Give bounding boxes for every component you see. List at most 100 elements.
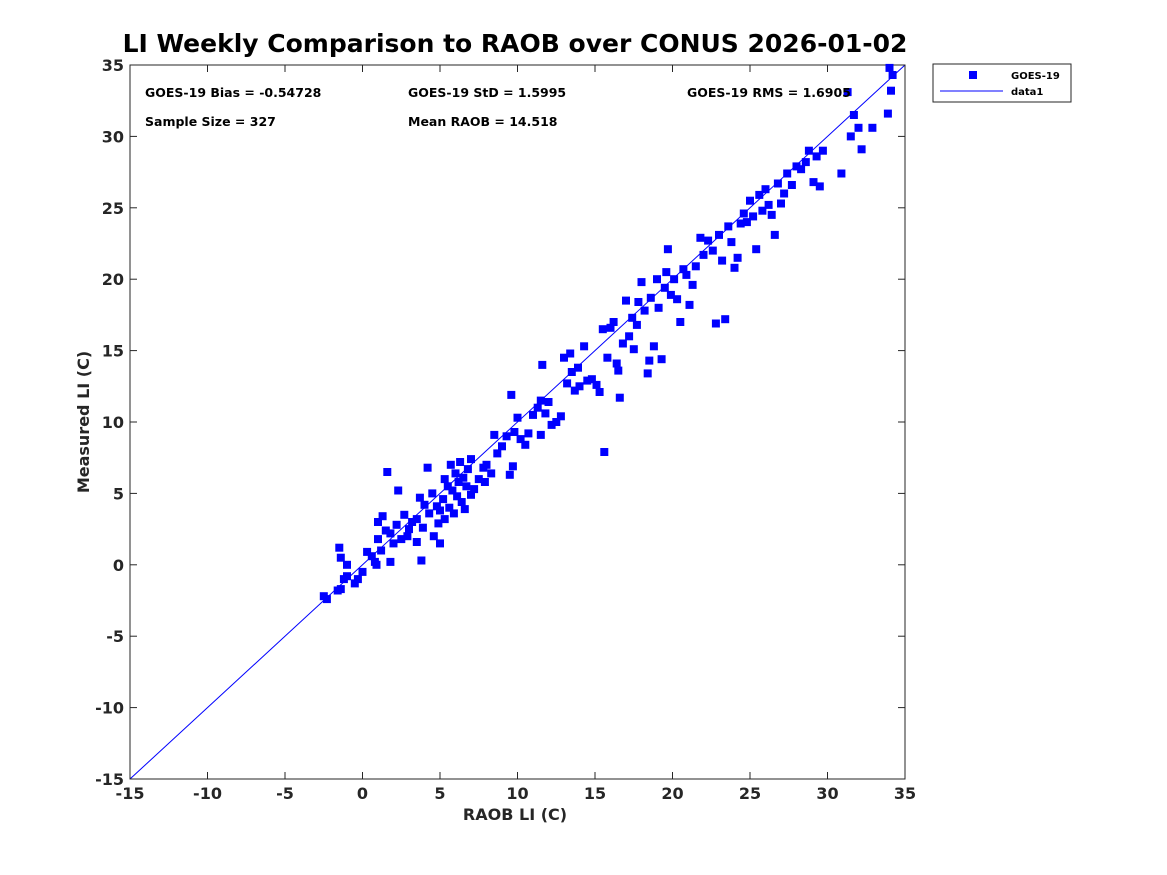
data-point — [563, 379, 572, 388]
data-point — [432, 502, 441, 511]
data-point — [809, 178, 818, 187]
data-point — [467, 490, 475, 499]
data-point — [758, 206, 767, 215]
data-point — [538, 360, 547, 369]
data-point — [367, 552, 376, 561]
data-point — [358, 567, 367, 576]
data-point — [560, 353, 568, 362]
data-point — [691, 262, 700, 271]
y-tick-label: 15 — [102, 342, 124, 361]
stat-mean-raob: Mean RAOB = 14.518 — [408, 114, 557, 129]
data-point — [614, 366, 623, 375]
data-point — [552, 418, 561, 426]
legend-marker-square — [969, 71, 977, 79]
stat-rms: GOES-19 RMS = 1.6905 — [687, 85, 851, 100]
y-tick-label: -15 — [95, 770, 124, 789]
data-point — [801, 158, 810, 167]
legend: GOES-19 data1 — [932, 63, 1072, 103]
data-point — [386, 529, 395, 538]
data-point — [417, 556, 426, 565]
data-point — [425, 509, 434, 518]
data-point — [676, 318, 685, 326]
data-point — [412, 538, 421, 546]
y-tick-label: 10 — [102, 413, 124, 432]
data-point — [736, 219, 745, 228]
data-point — [335, 543, 344, 552]
data-point — [420, 500, 429, 509]
data-point — [513, 413, 522, 422]
data-point — [570, 386, 579, 395]
x-tick-label: -10 — [193, 784, 222, 803]
data-points-layer — [319, 63, 897, 604]
data-point — [498, 442, 506, 451]
data-point — [787, 181, 796, 189]
stat-bias: GOES-19 Bias = -0.54728 — [145, 85, 321, 100]
y-axis: -15 -10 -5 0 5 10 15 20 25 30 35 — [95, 56, 905, 789]
data-point — [343, 560, 351, 569]
data-point — [632, 320, 641, 329]
data-point — [451, 469, 460, 478]
data-point — [715, 230, 723, 239]
data-point — [628, 313, 637, 322]
data-point — [574, 363, 582, 372]
data-point — [423, 463, 432, 472]
data-point — [755, 190, 764, 199]
data-point — [815, 182, 824, 191]
data-point — [443, 482, 452, 491]
data-point — [446, 460, 455, 469]
data-point — [595, 388, 604, 396]
data-point — [592, 380, 601, 389]
data-point — [598, 325, 607, 334]
data-point — [408, 518, 417, 526]
data-point — [440, 475, 449, 484]
data-point — [510, 428, 519, 436]
data-point — [600, 448, 609, 456]
data-point — [749, 212, 758, 221]
data-point — [436, 539, 444, 548]
data-point — [480, 478, 489, 486]
data-point — [854, 123, 863, 132]
stat-sample-size: Sample Size = 327 — [145, 114, 276, 129]
data-point — [730, 263, 739, 272]
x-tick-label: 10 — [506, 784, 528, 803]
data-point — [662, 268, 671, 277]
data-point — [773, 179, 782, 188]
y-tick-label: 5 — [113, 484, 124, 503]
data-point — [454, 478, 463, 486]
data-point — [440, 515, 449, 524]
x-tick-label: -15 — [116, 784, 145, 803]
data-point — [544, 398, 553, 406]
x-tick-label: 25 — [739, 784, 761, 803]
y-tick-label: 30 — [102, 127, 124, 146]
data-point — [505, 470, 514, 479]
data-point — [699, 250, 708, 259]
data-point — [666, 290, 675, 299]
data-point — [394, 486, 403, 495]
legend-label-goes19: GOES-19 — [1011, 71, 1060, 82]
data-point — [412, 515, 421, 524]
y-tick-label: 35 — [102, 56, 124, 75]
data-point — [657, 355, 666, 364]
data-point — [336, 553, 345, 562]
data-point — [403, 532, 412, 541]
data-point — [343, 572, 351, 581]
data-point — [718, 256, 727, 265]
data-point — [502, 432, 511, 441]
data-point — [704, 236, 713, 245]
data-point — [467, 455, 475, 464]
data-point — [428, 489, 437, 498]
data-point — [381, 526, 390, 535]
data-point — [857, 145, 866, 154]
data-point — [529, 410, 537, 419]
data-point — [449, 509, 458, 518]
data-point — [453, 492, 462, 501]
data-point — [682, 270, 691, 279]
data-point — [556, 412, 565, 421]
data-point — [670, 275, 679, 284]
data-point — [770, 230, 779, 239]
data-point — [615, 393, 624, 402]
data-point — [663, 245, 672, 254]
data-point — [400, 510, 409, 519]
data-point — [436, 506, 444, 515]
